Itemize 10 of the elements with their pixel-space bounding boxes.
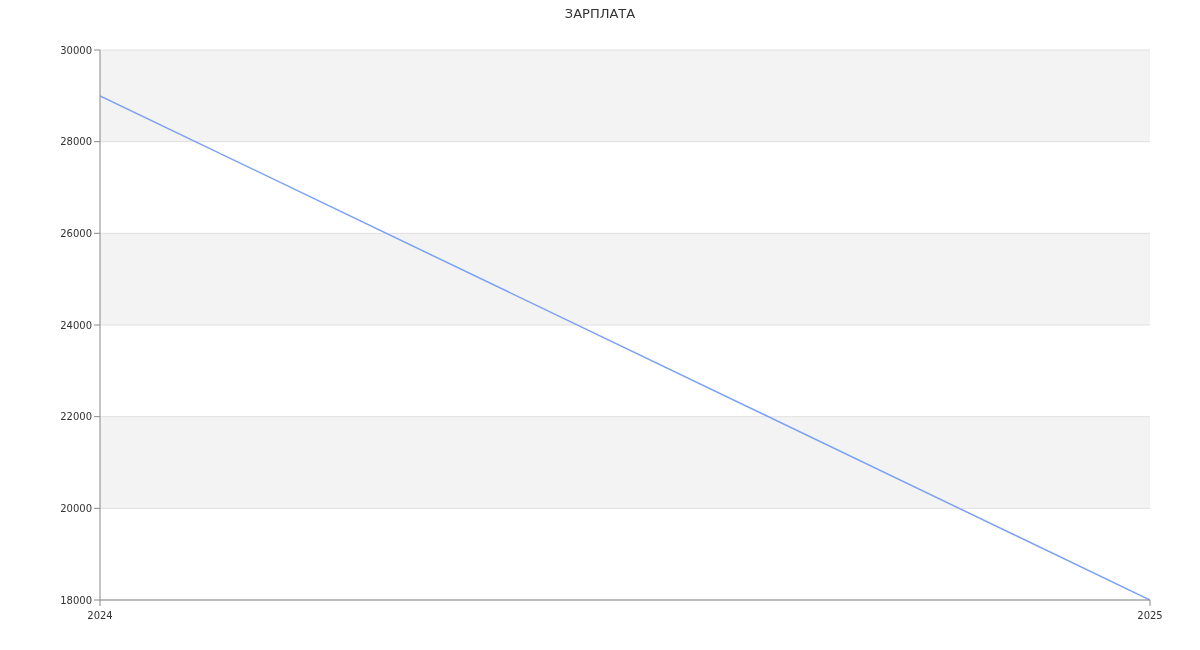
y-tick-label: 20000 (60, 502, 92, 514)
y-tick-label: 30000 (60, 44, 92, 56)
y-tick-label: 26000 (60, 227, 92, 239)
y-tick-label: 28000 (60, 136, 92, 148)
x-tick-label: 2025 (1137, 610, 1163, 622)
chart-title: ЗАРПЛАТА (563, 6, 637, 23)
y-tick-label: 22000 (60, 411, 92, 423)
y-tick-label: 18000 (60, 594, 92, 606)
x-tick-label: 2024 (87, 610, 113, 622)
y-tick-label: 24000 (60, 319, 92, 331)
